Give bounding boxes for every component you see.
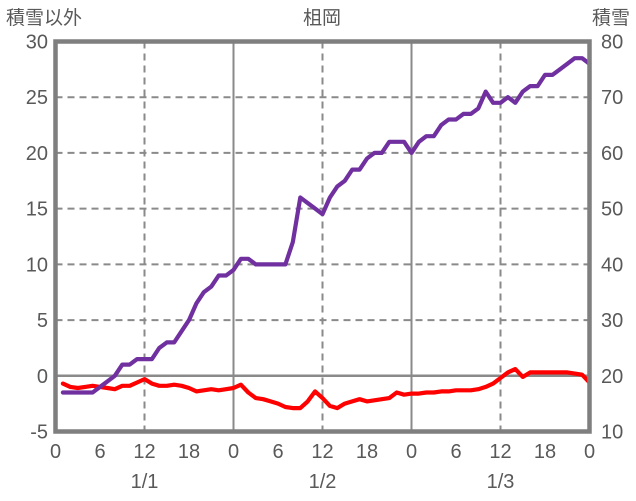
right-axis-tick-label: 50 [601,199,623,221]
right-axis-tick-label: 10 [601,422,623,444]
hour-tick-label: 12 [311,441,333,463]
chart-title: 柤岡 [303,7,341,29]
left-axis-tick-label: 5 [37,310,48,332]
left-axis-tick-label: 0 [37,366,48,388]
day-label: 1/2 [309,471,337,493]
grid-layer [55,41,590,432]
hour-tick-label: 18 [534,441,556,463]
day-label: 1/1 [131,471,159,493]
series-layer [60,56,592,411]
frame-layer [53,39,592,434]
left-axis-tick-label: 10 [26,254,48,276]
hour-tick-label: 0 [228,441,239,463]
right-axis-tick-label: 30 [601,310,623,332]
hour-tick-label: 0 [406,441,417,463]
left-axis-tick-label: 20 [26,143,48,165]
hour-tick-label: 18 [178,441,200,463]
plot-border [53,39,592,434]
hour-tick-label: 0 [50,441,61,463]
hour-tick-label: 18 [356,441,378,463]
day-label: 1/3 [487,471,515,493]
left-axis-tick-label: 15 [26,199,48,221]
right-axis-tick-label: 60 [601,143,623,165]
right-axis-tick-label: 40 [601,254,623,276]
hour-tick-label: 6 [450,441,461,463]
hour-tick-label: 0 [584,441,595,463]
hour-tick-label: 12 [133,441,155,463]
left-axis-tick-label: -5 [30,422,48,444]
hour-tick-label: 12 [489,441,511,463]
right-axis-tick-label: 80 [601,32,623,54]
right-axis-title: 積雪 [592,7,630,29]
right-axis-tick-label: 70 [601,87,623,109]
left-axis-tick-label: 25 [26,87,48,109]
snow-depth-line [60,56,592,395]
non-snow-line [60,367,592,411]
right-axis-tick-label: 20 [601,366,623,388]
hour-tick-label: 6 [272,441,283,463]
left-axis-title: 積雪以外 [6,7,82,29]
left-axis-tick-label: 30 [26,32,48,54]
hour-tick-label: 6 [94,441,105,463]
